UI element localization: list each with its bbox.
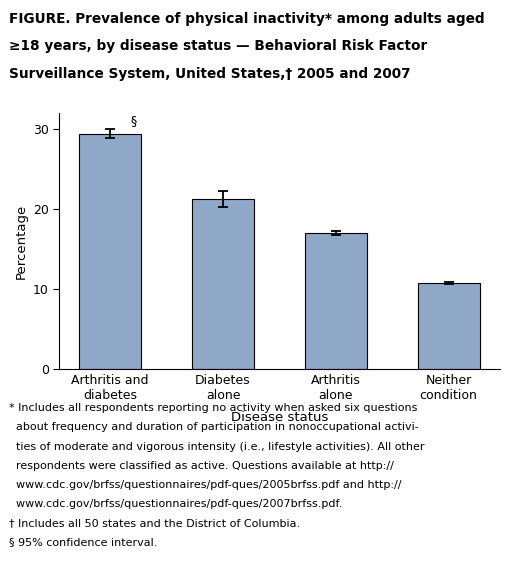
Y-axis label: Percentage: Percentage (14, 204, 27, 279)
Text: www.cdc.gov/brfss/questionnaires/pdf-ques/2005brfss.pdf and http://: www.cdc.gov/brfss/questionnaires/pdf-que… (9, 480, 402, 490)
Text: about frequency and duration of participation in nonoccupational activi-: about frequency and duration of particip… (9, 422, 419, 433)
Text: * Includes all respondents reporting no activity when asked six questions: * Includes all respondents reporting no … (9, 403, 418, 413)
Text: † Includes all 50 states and the District of Columbia.: † Includes all 50 states and the Distric… (9, 518, 300, 528)
Bar (192, 200, 254, 369)
Text: ties of moderate and vigorous intensity (i.e., lifestyle activities). All other: ties of moderate and vigorous intensity … (9, 442, 425, 452)
Bar (79, 134, 141, 369)
Text: FIGURE. Prevalence of physical inactivity* among adults aged: FIGURE. Prevalence of physical inactivit… (9, 12, 485, 27)
Text: §: § (130, 114, 137, 127)
Text: respondents were classified as active. Questions available at http://: respondents were classified as active. Q… (9, 461, 394, 471)
Text: Surveillance System, United States,† 2005 and 2007: Surveillance System, United States,† 200… (9, 67, 411, 81)
Text: § 95% confidence interval.: § 95% confidence interval. (9, 537, 158, 548)
Text: www.cdc.gov/brfss/questionnaires/pdf-ques/2007brfss.pdf.: www.cdc.gov/brfss/questionnaires/pdf-que… (9, 499, 342, 509)
Text: ≥18 years, by disease status — Behavioral Risk Factor: ≥18 years, by disease status — Behaviora… (9, 39, 427, 54)
Bar (418, 283, 479, 369)
X-axis label: Disease status: Disease status (231, 411, 328, 424)
Bar (305, 233, 367, 369)
